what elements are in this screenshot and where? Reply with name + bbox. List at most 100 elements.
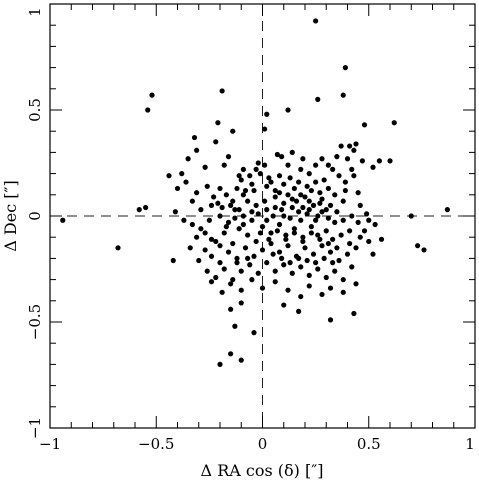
scatter-point bbox=[285, 162, 291, 168]
scatter-point bbox=[313, 18, 319, 24]
scatter-point bbox=[245, 232, 251, 238]
scatter-point bbox=[279, 154, 285, 160]
scatter-point bbox=[189, 221, 195, 228]
scatter-point bbox=[247, 173, 253, 179]
scatter-point bbox=[370, 164, 376, 170]
scatter-point bbox=[272, 187, 278, 194]
scatter-point bbox=[185, 156, 191, 162]
scatter-point bbox=[268, 240, 274, 247]
scatter-point bbox=[372, 221, 378, 228]
scatter-point bbox=[281, 213, 287, 219]
scatter-point bbox=[187, 245, 193, 251]
scatter-points bbox=[60, 18, 450, 367]
scatter-point bbox=[317, 236, 323, 242]
scatter-point bbox=[281, 181, 287, 187]
scatter-point bbox=[332, 192, 338, 198]
scatter-point bbox=[255, 211, 261, 217]
scatter-point bbox=[217, 185, 223, 192]
scatter-point bbox=[306, 198, 312, 204]
scatter-point bbox=[330, 260, 336, 266]
scatter-point bbox=[319, 243, 325, 249]
y-tick-label: −1 bbox=[26, 417, 44, 439]
scatter-point bbox=[228, 351, 234, 357]
scatter-point bbox=[274, 228, 280, 234]
scatter-point bbox=[211, 194, 217, 200]
scatter-point bbox=[217, 243, 223, 249]
scatter-point bbox=[264, 260, 270, 266]
scatter-point bbox=[249, 209, 255, 215]
scatter-point bbox=[191, 134, 198, 141]
scatter-point bbox=[194, 234, 200, 240]
scatter-point bbox=[238, 287, 244, 293]
scatter-point bbox=[264, 111, 270, 117]
scatter-point bbox=[251, 187, 257, 194]
scatter-point bbox=[351, 173, 357, 179]
scatter-point bbox=[315, 213, 321, 219]
scatter-point bbox=[219, 88, 225, 94]
scatter-point bbox=[321, 255, 327, 261]
scatter-point bbox=[228, 306, 234, 312]
scatter-point bbox=[236, 207, 242, 213]
scatter-point bbox=[315, 96, 321, 102]
scatter-point bbox=[319, 209, 325, 215]
scatter-point bbox=[240, 221, 246, 228]
scatter-point bbox=[276, 221, 283, 228]
scatter-point bbox=[247, 262, 253, 268]
scatter-point bbox=[238, 300, 244, 306]
scatter-point bbox=[262, 162, 268, 168]
scatter-point bbox=[242, 187, 249, 194]
scatter-point bbox=[174, 185, 181, 192]
scatter-point bbox=[208, 202, 215, 208]
scatter-point bbox=[310, 202, 317, 208]
scatter-point bbox=[285, 287, 291, 293]
scatter-point bbox=[274, 151, 280, 158]
scatter-point bbox=[323, 207, 329, 213]
scatter-point bbox=[376, 158, 382, 164]
scatter-point bbox=[206, 217, 212, 223]
scatter-point bbox=[166, 173, 172, 179]
scatter-point bbox=[234, 260, 240, 266]
scatter-point bbox=[359, 158, 365, 164]
scatter-point bbox=[408, 213, 414, 219]
scatter-point bbox=[281, 200, 287, 206]
scatter-point bbox=[230, 240, 236, 247]
scatter-point bbox=[249, 217, 255, 223]
scatter-point bbox=[344, 251, 351, 257]
scatter-point bbox=[330, 236, 336, 242]
scatter-point bbox=[321, 177, 327, 183]
scatter-point bbox=[315, 266, 321, 272]
scatter-point bbox=[238, 357, 244, 363]
scatter-point bbox=[361, 122, 368, 128]
scatter-point bbox=[279, 255, 285, 261]
scatter-point bbox=[387, 158, 393, 164]
scatter-point bbox=[298, 293, 304, 300]
scatter-point bbox=[327, 285, 334, 291]
scatter-point bbox=[289, 196, 295, 202]
scatter-point bbox=[283, 232, 289, 238]
axis-ticks bbox=[49, 3, 476, 429]
scatter-point bbox=[225, 154, 232, 160]
scatter-point bbox=[319, 291, 325, 298]
scatter-point bbox=[202, 230, 208, 236]
scatter-point bbox=[306, 171, 312, 177]
scatter-point bbox=[310, 251, 317, 257]
scatter-point bbox=[213, 274, 219, 281]
scatter-point bbox=[327, 202, 334, 208]
scatter-point bbox=[272, 268, 278, 274]
scatter-point bbox=[238, 177, 244, 183]
scatter-point bbox=[325, 240, 331, 247]
scatter-point bbox=[266, 175, 272, 181]
scatter-point bbox=[255, 160, 261, 166]
scatter-point bbox=[270, 213, 276, 219]
scatter-point bbox=[285, 243, 291, 249]
scatter-point bbox=[334, 154, 340, 160]
scatter-point bbox=[270, 251, 276, 257]
scatter-point bbox=[240, 166, 246, 172]
scatter-point bbox=[276, 173, 283, 179]
scatter-point bbox=[213, 139, 219, 145]
scatter-point bbox=[340, 198, 346, 204]
scatter-point bbox=[225, 219, 232, 225]
scatter-point bbox=[149, 92, 155, 98]
scatter-point bbox=[370, 251, 376, 257]
scatter-point bbox=[444, 207, 450, 213]
